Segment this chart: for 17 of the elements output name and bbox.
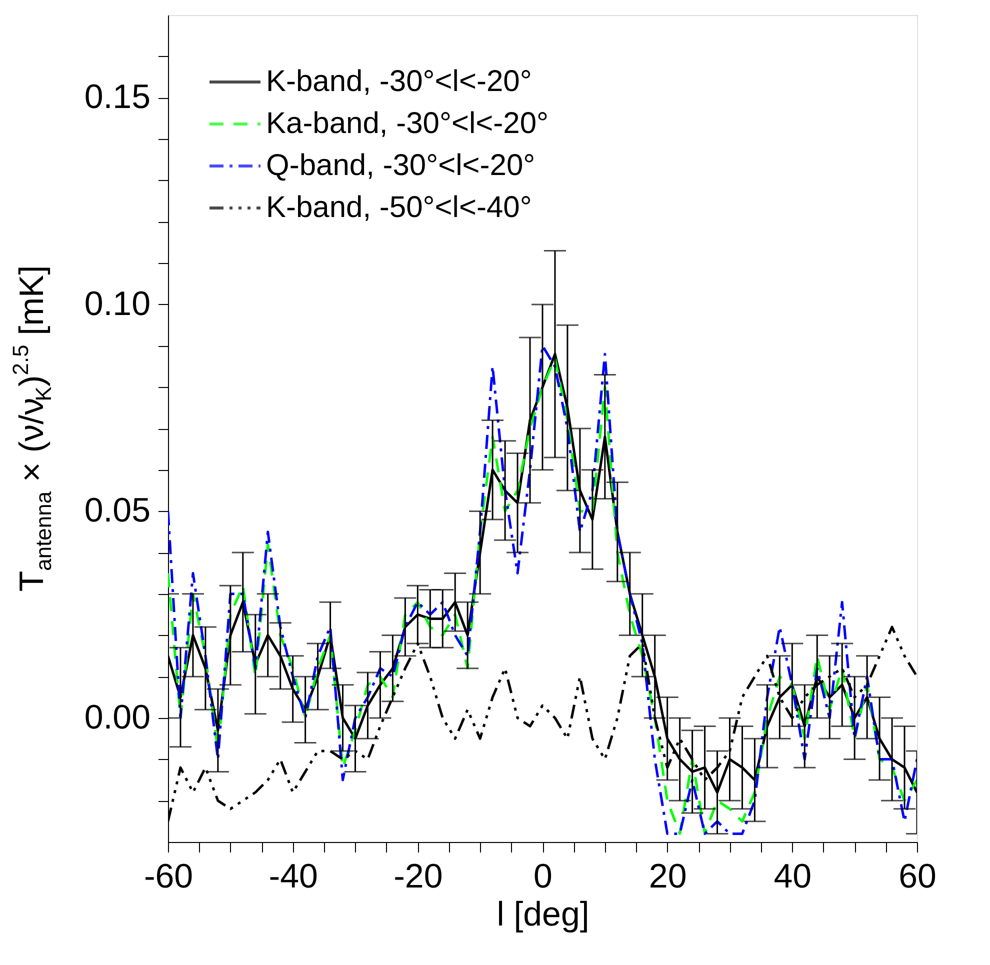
y-tick-label: 0.05 — [84, 492, 150, 530]
y-tick-label: 0.10 — [84, 284, 150, 323]
y-axis-title: Tantenna × (ν/νK)2.5 [mK] — [8, 265, 56, 592]
x-tick-label: 60 — [898, 858, 936, 896]
x-tick-label: -20 — [394, 858, 443, 896]
y-tick-label: 0.00 — [84, 698, 150, 736]
legend-label: K-band, -30°<l<-20° — [266, 65, 532, 98]
x-tick-label: -60 — [144, 858, 194, 896]
legend-label: Ka-band, -30°<l<-20° — [266, 107, 549, 140]
legend-label: Q-band, -30°<l<-20° — [266, 149, 536, 182]
y-tick-label: 0.15 — [84, 78, 150, 116]
x-tick-label: 0 — [534, 858, 552, 896]
x-axis-title: l [deg] — [496, 896, 590, 934]
legend-label: K-band, -50°<l<-40° — [266, 191, 532, 224]
x-tick-label: 20 — [648, 858, 687, 896]
x-tick-label: -40 — [268, 858, 318, 896]
x-tick-label: 40 — [774, 858, 812, 896]
